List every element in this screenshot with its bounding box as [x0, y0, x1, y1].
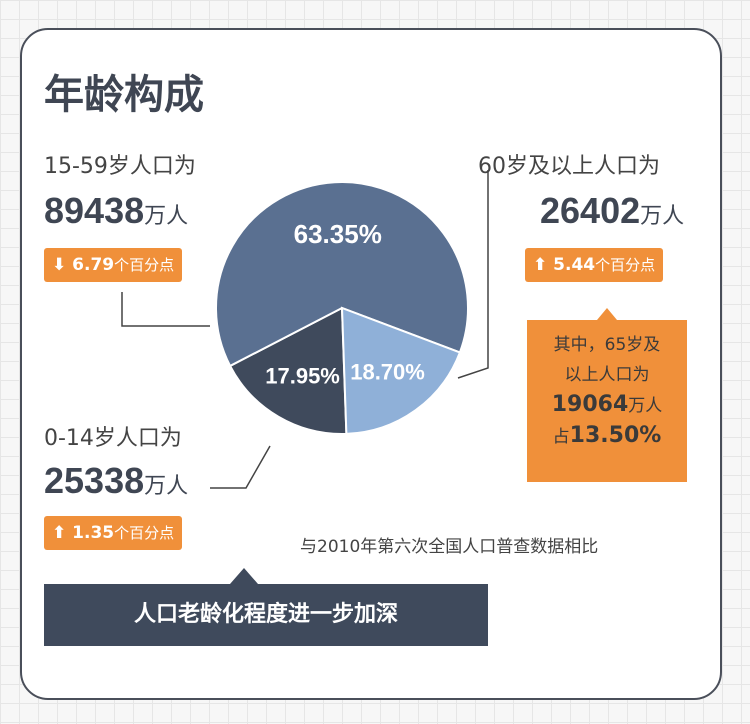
banner: 人口老龄化程度进一步加深: [44, 568, 488, 646]
note-share: 占13.50%: [552, 423, 662, 448]
arrow-up-icon: ⬆: [52, 523, 67, 543]
value-0-14: 25338万人: [44, 460, 189, 501]
comparison-note: 与2010年第六次全国人口普查数据相比: [300, 537, 599, 557]
pie-slice: [215, 181, 469, 368]
leader-line-0-14: [210, 445, 271, 489]
change-badge-0-14: ⬆ 1.35个百分点: [44, 516, 183, 550]
leader-line-60plus: [457, 170, 489, 379]
change-badge-60plus: ⬆ 5.44个百分点: [525, 248, 664, 282]
note-value: 19064万人: [551, 392, 663, 417]
value-15-59: 89438万人: [44, 190, 189, 231]
pie-slice: [228, 306, 348, 435]
note-65plus: 其中，65岁及 以上人口为 19064万人 占13.50%: [527, 308, 687, 482]
page-title: 年龄构成: [44, 72, 204, 118]
label-15-59: 15-59岁人口为: [44, 154, 196, 179]
label-0-14: 0-14岁人口为: [44, 426, 182, 451]
label-60plus: 60岁及以上人口为: [478, 154, 660, 179]
pie-slice: [340, 306, 462, 435]
slice-label: 18.70%: [350, 359, 425, 384]
slice-label: 17.95%: [265, 363, 340, 388]
change-badge-15-59: ⬇ 6.79个百分点: [44, 248, 183, 282]
note-line2: 以上人口为: [564, 365, 650, 385]
note-line1: 其中，65岁及: [553, 335, 661, 355]
value-60plus: 26402万人: [540, 190, 685, 231]
slice-label: 63.35%: [294, 219, 382, 249]
leader-line-15-59: [121, 292, 210, 327]
arrow-up-icon: ⬆: [533, 255, 548, 275]
arrow-down-icon: ⬇: [52, 255, 67, 275]
